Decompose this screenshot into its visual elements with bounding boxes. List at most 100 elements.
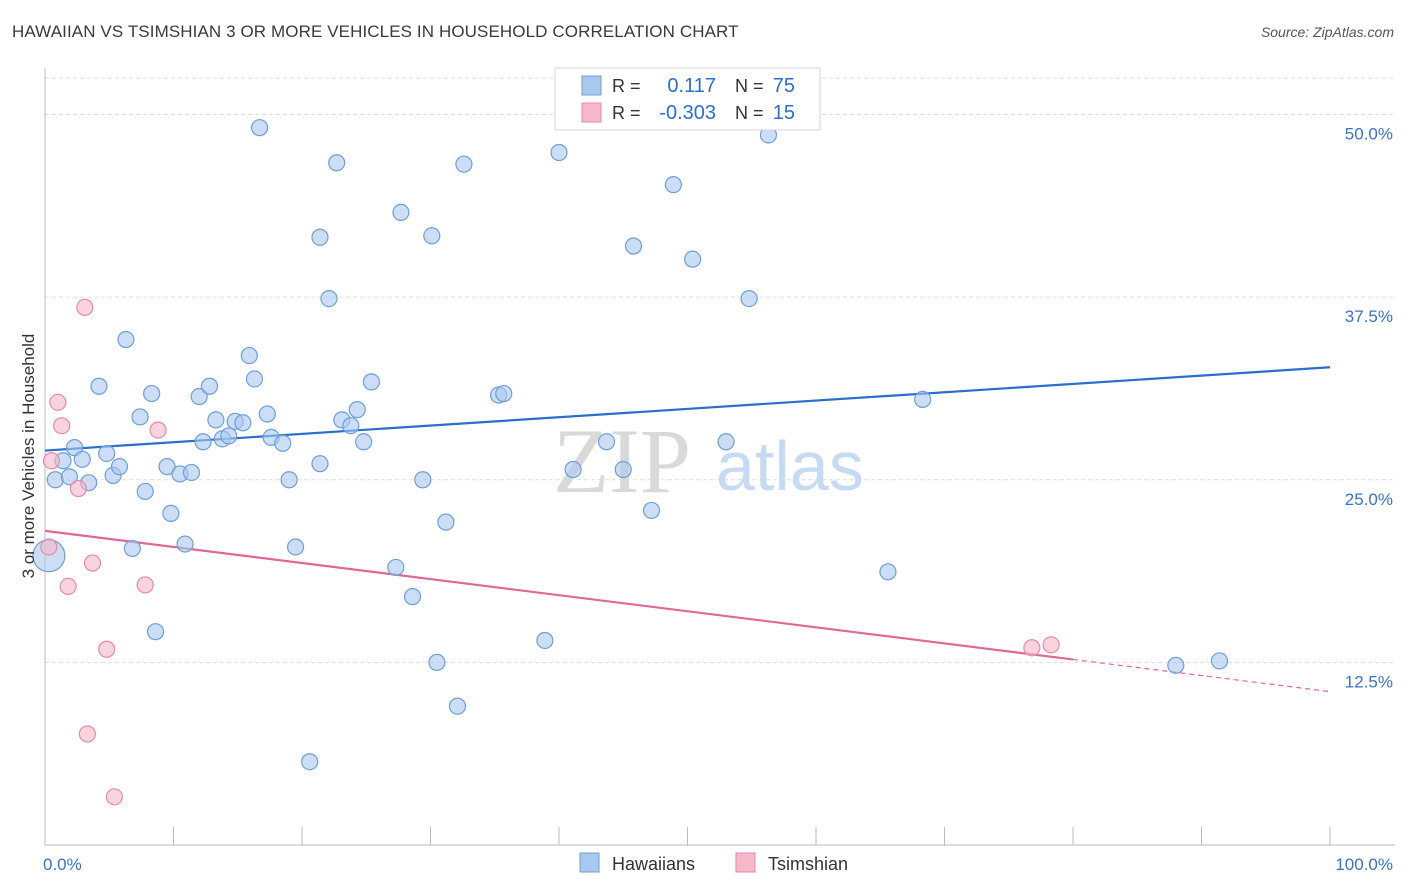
data-point-hawaiians [73, 450, 91, 468]
data-point-hawaiians [136, 482, 154, 501]
data-point-hawaiians [455, 155, 473, 173]
data-point-hawaiians [879, 563, 897, 581]
data-point-hawaiians [428, 653, 446, 671]
data-point-hawaiians [342, 417, 360, 435]
data-point-hawaiians [403, 588, 422, 606]
data-point-hawaiians [392, 203, 410, 222]
trend-line-extension-tsimshian [1072, 658, 1331, 693]
data-point-hawaiians [311, 228, 329, 246]
watermark-atlas: atlas [716, 427, 864, 505]
data-point-hawaiians [301, 753, 319, 771]
grid-lines [45, 77, 1395, 663]
data-point-hawaiians [448, 697, 467, 715]
data-point-hawaiians [362, 373, 380, 391]
legend-bottom-swatch-hawaiians [579, 852, 600, 873]
data-point-hawaiians [1210, 652, 1229, 670]
data-point-tsimshian [105, 788, 123, 806]
data-point-tsimshian [98, 640, 116, 658]
legend-r-label-2: R = [612, 103, 641, 123]
data-point-hawaiians [200, 377, 219, 395]
data-point-hawaiians [240, 346, 258, 365]
data-point-hawaiians [311, 455, 329, 473]
data-point-hawaiians [245, 370, 264, 388]
legend-swatch-hawaiians [581, 75, 602, 96]
data-point-hawaiians [614, 460, 632, 479]
data-point-hawaiians [234, 414, 252, 432]
legend-r-value-2: -0.303 [659, 102, 716, 124]
data-point-tsimshian [149, 421, 167, 439]
data-point-tsimshian [1023, 639, 1041, 657]
x-tick-label-min: 0.0% [43, 855, 82, 874]
legend-n-value-1: 75 [773, 75, 795, 97]
data-point-hawaiians [564, 460, 582, 479]
legend-n-label-2: N = [735, 103, 764, 123]
data-point-hawaiians [286, 538, 305, 556]
legend-n-value-2: 15 [773, 102, 795, 124]
watermark-zip: ZIP [553, 410, 691, 512]
data-point-hawaiians [220, 427, 238, 445]
legend-bottom-swatch-tsimshian [735, 852, 756, 873]
data-point-hawaiians [387, 558, 405, 577]
data-point-tsimshian [49, 393, 67, 411]
data-point-hawaiians [348, 401, 366, 419]
data-point-hawaiians [437, 513, 455, 531]
data-point-hawaiians [414, 471, 432, 489]
data-point-hawaiians [664, 176, 682, 194]
data-point-hawaiians [280, 471, 298, 489]
data-point-tsimshian [40, 538, 58, 556]
data-point-hawaiians [158, 458, 176, 476]
data-point-hawaiians [123, 539, 141, 558]
data-point-hawaiians [423, 227, 441, 245]
data-point-hawaiians [495, 384, 513, 403]
data-point-tsimshian [59, 577, 77, 596]
data-point-hawaiians [536, 631, 554, 650]
legend-r-label-1: R = [612, 76, 641, 96]
data-point-tsimshian [83, 554, 102, 572]
data-point-hawaiians [207, 411, 225, 429]
y-tick-label: 50.0% [1345, 125, 1393, 144]
data-point-hawaiians [182, 463, 201, 482]
data-point-tsimshian [78, 725, 97, 743]
data-point-hawaiians [914, 390, 932, 409]
data-point-hawaiians [550, 143, 568, 162]
data-point-hawaiians [117, 330, 135, 349]
data-point-hawaiians [131, 408, 149, 426]
tick-labels: 12.5% 25.0% 37.5% 50.0% 0.0% 100.0% [43, 125, 1393, 874]
data-point-hawaiians [597, 433, 616, 451]
data-point-tsimshian [69, 479, 88, 498]
data-point-hawaiians [176, 535, 194, 553]
legend-n-label-1: N = [735, 76, 764, 96]
y-tick-label: 25.0% [1345, 490, 1393, 509]
data-point-hawaiians [258, 405, 276, 423]
data-point-tsimshian [42, 452, 61, 470]
data-point-hawaiians [624, 237, 643, 255]
data-point-hawaiians [90, 377, 108, 395]
legend-swatch-tsimshian [581, 102, 602, 123]
data-point-tsimshian [76, 298, 94, 316]
series-legend: Hawaiians Tsimshian [579, 852, 848, 874]
trend-line-hawaiians [44, 366, 1331, 452]
data-point-hawaiians [143, 384, 161, 403]
data-point-hawaiians [60, 468, 79, 486]
watermark: ZIP atlas [553, 410, 864, 512]
data-point-hawaiians [110, 458, 129, 476]
trend-lines [44, 366, 1331, 693]
y-tick-label: 37.5% [1345, 307, 1393, 326]
data-point-hawaiians [642, 501, 661, 520]
data-points [32, 119, 1229, 806]
data-point-hawaiians [46, 471, 64, 489]
data-point-hawaiians [190, 387, 208, 406]
data-point-hawaiians [328, 154, 346, 172]
data-point-tsimshian [136, 576, 154, 594]
data-point-hawaiians [98, 444, 116, 463]
legend-bottom-label-hawaiians: Hawaiians [612, 854, 695, 874]
legend-bottom-label-tsimshian: Tsimshian [768, 854, 848, 874]
chart-title: HAWAIIAN VS TSIMSHIAN 3 OR MORE VEHICLES… [12, 22, 739, 41]
source-credit: Source: ZipAtlas.com [1260, 24, 1394, 40]
data-point-hawaiians [717, 433, 735, 451]
data-point-hawaiians [684, 250, 702, 268]
data-point-hawaiians [355, 433, 373, 451]
data-point-hawaiians [1167, 656, 1185, 674]
data-point-hawaiians [162, 504, 180, 522]
